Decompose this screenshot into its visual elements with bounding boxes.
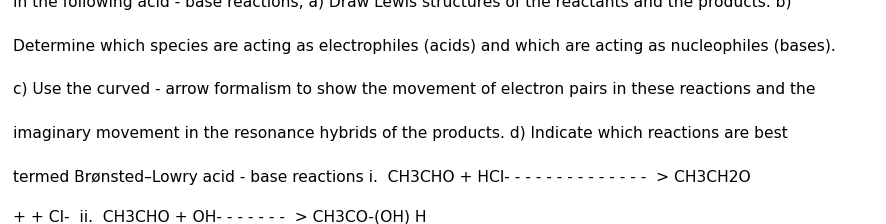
Text: c) Use the curved - arrow formalism to show the movement of electron pairs in th: c) Use the curved - arrow formalism to s…: [13, 82, 815, 97]
Text: imaginary movement in the resonance hybrids of the products. d) Indicate which r: imaginary movement in the resonance hybr…: [13, 126, 787, 141]
Text: In the following acid - base reactions, a) Draw Lewis structures of the reactant: In the following acid - base reactions, …: [13, 0, 791, 10]
Text: termed Brønsted–Lowry acid - base reactions i.  CH3CHO + HCl- - - - - - - - - - : termed Brønsted–Lowry acid - base reacti…: [13, 170, 750, 185]
Text: Determine which species are acting as electrophiles (acids) and which are acting: Determine which species are acting as el…: [13, 39, 835, 54]
Text: + + Cl-  ii.  CH3CHO + OH- - - - - - -  > CH3CO-(OH) H: + + Cl- ii. CH3CHO + OH- - - - - - - > C…: [13, 209, 426, 224]
